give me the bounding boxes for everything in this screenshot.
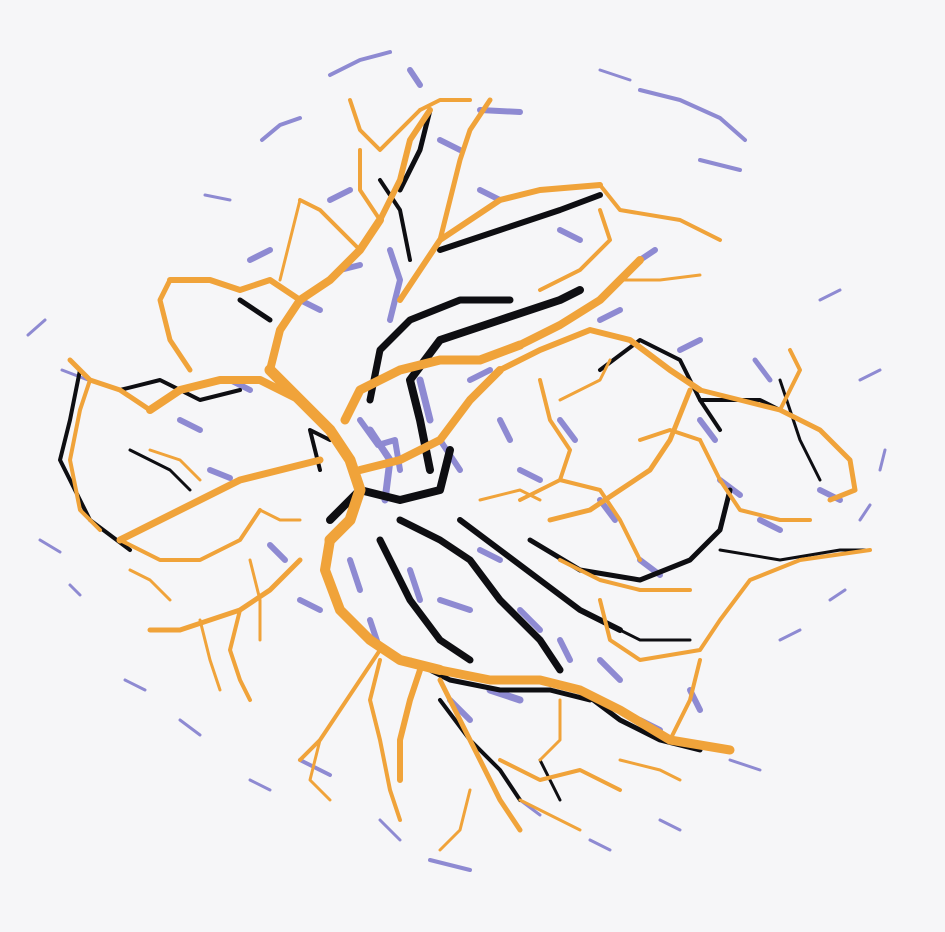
orange-vessels bbox=[67, 97, 872, 852]
